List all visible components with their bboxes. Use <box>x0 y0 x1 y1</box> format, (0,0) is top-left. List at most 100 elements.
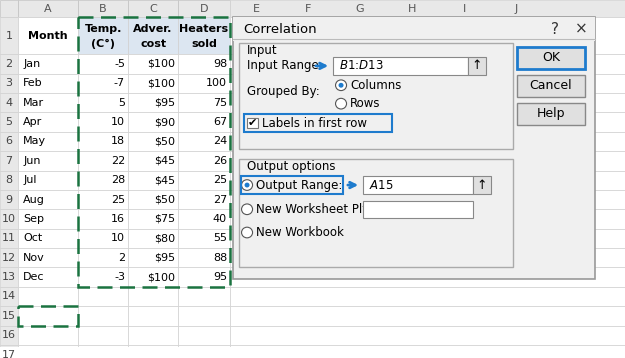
Bar <box>78 306 128 325</box>
Text: 10: 10 <box>111 117 125 127</box>
Bar <box>233 18 595 279</box>
Text: 22: 22 <box>111 156 125 166</box>
Text: 8: 8 <box>6 175 12 185</box>
Text: D: D <box>200 4 208 14</box>
Text: 13: 13 <box>2 272 16 282</box>
Text: $90: $90 <box>154 117 175 127</box>
Bar <box>468 57 486 74</box>
Bar <box>178 229 230 248</box>
Bar <box>128 267 178 287</box>
Text: Apr: Apr <box>23 117 42 127</box>
Text: Help: Help <box>537 107 565 120</box>
Text: 5: 5 <box>6 117 12 127</box>
Bar <box>178 0 230 18</box>
Bar <box>78 151 128 170</box>
Text: Jul: Jul <box>23 175 37 185</box>
Text: $100: $100 <box>147 272 175 282</box>
Text: $45: $45 <box>154 156 175 166</box>
Bar <box>178 74 230 93</box>
Bar <box>230 209 625 229</box>
Bar <box>18 170 78 190</box>
Bar <box>230 74 625 93</box>
Text: 100: 100 <box>206 78 227 88</box>
Bar <box>78 229 128 248</box>
Bar <box>230 190 625 209</box>
Bar <box>78 54 128 74</box>
Circle shape <box>336 80 346 91</box>
Bar <box>128 209 178 229</box>
Bar <box>178 112 230 132</box>
Text: 26: 26 <box>213 156 227 166</box>
Bar <box>78 18 230 287</box>
Bar <box>178 248 230 267</box>
Bar <box>128 287 178 306</box>
Bar <box>18 287 78 306</box>
Bar <box>128 229 178 248</box>
Text: Correlation: Correlation <box>243 23 317 35</box>
Circle shape <box>244 183 249 188</box>
Bar <box>178 267 230 287</box>
Text: 16: 16 <box>2 330 16 340</box>
Bar <box>178 132 230 151</box>
Text: Nov: Nov <box>23 253 45 263</box>
Bar <box>0 132 18 151</box>
Text: $A$15: $A$15 <box>369 179 394 192</box>
Bar <box>363 200 473 218</box>
Bar <box>128 132 178 151</box>
Bar <box>178 209 230 229</box>
Text: $75: $75 <box>154 214 175 224</box>
Text: J: J <box>514 4 518 14</box>
Text: -3: -3 <box>114 272 125 282</box>
Text: Aug: Aug <box>23 195 45 204</box>
Bar <box>128 248 178 267</box>
Bar <box>128 306 178 325</box>
Bar <box>128 112 178 132</box>
Bar <box>230 112 625 132</box>
Text: 25: 25 <box>213 175 227 185</box>
Text: H: H <box>408 4 416 14</box>
Bar <box>18 345 78 358</box>
Text: $50: $50 <box>154 195 175 204</box>
Text: 3: 3 <box>6 78 12 88</box>
Bar <box>18 209 78 229</box>
Bar <box>0 267 18 287</box>
Text: Adver.: Adver. <box>133 24 172 34</box>
Text: Oct: Oct <box>23 233 42 243</box>
Bar <box>18 54 78 74</box>
Bar <box>230 18 625 54</box>
Text: Input Range:: Input Range: <box>247 59 322 72</box>
Text: Heaters: Heaters <box>179 24 229 34</box>
Bar <box>333 57 468 74</box>
Bar <box>0 54 18 74</box>
Bar <box>0 248 18 267</box>
Text: sold: sold <box>191 39 217 49</box>
Bar <box>18 93 78 112</box>
Bar <box>18 306 78 325</box>
Bar <box>18 306 78 325</box>
Text: OK: OK <box>542 51 560 64</box>
Text: 16: 16 <box>111 214 125 224</box>
Bar <box>473 176 491 194</box>
Bar <box>178 345 230 358</box>
Bar <box>18 112 78 132</box>
Text: 40: 40 <box>213 214 227 224</box>
Bar <box>178 151 230 170</box>
Text: 28: 28 <box>111 175 125 185</box>
Bar <box>128 74 178 93</box>
Bar <box>178 93 230 112</box>
Bar <box>128 54 178 74</box>
Circle shape <box>241 204 252 214</box>
Bar <box>128 0 178 18</box>
Text: Cancel: Cancel <box>530 79 572 92</box>
Bar <box>230 151 625 170</box>
Bar <box>78 170 128 190</box>
Bar <box>178 325 230 345</box>
Text: $80: $80 <box>154 233 175 243</box>
Text: Feb: Feb <box>23 78 42 88</box>
Bar <box>18 151 78 170</box>
Text: ?: ? <box>551 21 559 37</box>
Bar <box>0 0 18 18</box>
Bar <box>230 54 625 74</box>
Bar <box>0 74 18 93</box>
Bar <box>128 151 178 170</box>
